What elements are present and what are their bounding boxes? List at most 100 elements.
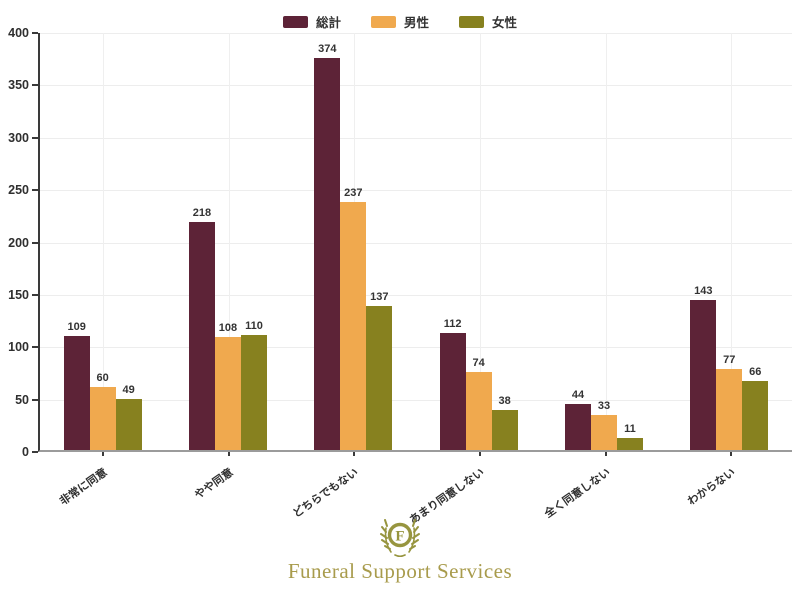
gridline [40,399,792,401]
bar: 143 [690,285,717,450]
legend-label: 女性 [492,16,518,30]
y-axis-tick [32,189,38,192]
bar: 112 [439,318,466,450]
y-axis-tick [32,32,38,34]
bar-value-label: 218 [192,207,212,219]
gridline [40,294,792,296]
y-axis-tick [32,293,38,296]
gridline [479,33,481,450]
x-axis-tick [730,452,733,456]
bar: 137 [366,291,393,450]
bar-value-label: 137 [370,291,389,303]
bar-value-label: 109 [67,321,86,333]
plot-area: 109 60 49 218 108 110 374 237 137 112 74 38 44 33 11 14… [32,32,792,456]
bar-value-label: 60 [96,372,109,384]
laurel-emblem-icon: F [380,519,420,558]
legend-swatch-icon [370,15,396,28]
bar-value-label: 74 [472,357,485,369]
logo-letter: F [395,529,404,545]
legend-label: 男性 [403,16,429,30]
y-tick-label: 400 [8,26,29,40]
bar-value-label: 108 [218,322,238,334]
bar-value-label: 49 [122,384,135,396]
gridline [40,242,792,244]
x-axis-tick [604,452,607,456]
bar: 66 [742,366,769,450]
y-axis-tick [32,136,38,139]
gridline [102,33,104,450]
bar: 38 [491,395,518,450]
y-axis-tick [32,398,38,401]
gridline [40,137,792,139]
x-tick-label: 非常に同意 [57,466,110,508]
bar: 109 [63,321,90,450]
x-tick-label: わからない [685,466,738,508]
legend-item: 男性 [370,12,429,31]
bar-value-label: 112 [443,318,462,330]
y-axis-tick [32,451,38,453]
y-tick-label: 150 [8,287,29,302]
brand-logo: F Funeral Support Services [0,516,800,584]
y-axis-tick [32,241,38,244]
bar-group: 218 108 110 [165,33,290,450]
bar: 33 [590,400,617,450]
bar-value-label: 66 [749,366,762,378]
x-tick-label: 全く同意しない [542,466,613,521]
x-axis-tick [478,452,481,456]
gridline [40,85,792,87]
x-tick-label: どちらでもない [291,466,361,521]
x-tick-label: やや同意 [192,466,236,502]
bar-groups: 109 60 49 218 108 110 374 237 137 112 74 38 44 33 11 14… [40,33,792,450]
bar: 218 [188,207,215,450]
bar-value-label: 33 [597,400,611,412]
bar: 49 [115,384,142,450]
y-axis-tick [32,84,38,87]
bar-value-label: 374 [318,43,337,55]
bar-value-label: 11 [624,423,636,435]
bar-value-label: 143 [694,285,713,297]
bar: 77 [716,354,743,450]
legend: 総計 男性 女性 [0,12,800,31]
gridline [40,347,792,349]
gridline [731,33,733,450]
bar-value-label: 110 [245,320,263,332]
bar: 237 [340,187,367,450]
bar: 60 [89,372,116,450]
bar-group: 109 60 49 [40,33,165,450]
y-tick-label: 0 [22,445,29,459]
y-tick-label: 250 [8,183,29,198]
bar-group: 44 33 11 [541,33,666,450]
legend-label: 総計 [315,16,341,30]
y-tick-label: 300 [8,130,29,145]
x-axis-tick [227,452,230,456]
x-axis-tick [101,452,104,456]
legend-swatch-icon [282,15,308,28]
gridline [228,33,230,450]
gridline [40,190,792,192]
bar: 108 [214,322,241,450]
bar: 74 [465,357,492,450]
bar-value-label: 77 [723,354,736,366]
bar: 374 [314,43,341,450]
legend-item: 女性 [459,12,517,31]
bar: 44 [564,389,591,450]
bar-group: 374 237 137 [291,33,416,450]
gridline [605,33,607,450]
y-axis-tick [32,346,38,349]
y-tick-label: 50 [15,392,29,407]
x-axis-labels: 非常に同意 やや同意 どちらでもない あまり同意しない 全く同意しない わからない [38,458,792,526]
y-axis-labels: 0 50 100 150 200 250 300 350 400 [0,26,32,459]
x-axis-tick [353,452,356,456]
bar: 11 [616,423,643,450]
y-tick-label: 350 [8,78,29,93]
legend-item: 総計 [282,12,341,31]
bar-group: 143 77 66 [667,33,792,450]
bar-group: 112 74 38 [416,33,541,450]
bar-value-label: 237 [344,187,363,199]
bar: 110 [240,320,267,450]
bar-value-label: 44 [571,389,585,401]
y-tick-label: 200 [8,235,29,250]
brand-text: Funeral Support Services [287,559,513,583]
y-tick-label: 100 [8,340,29,355]
